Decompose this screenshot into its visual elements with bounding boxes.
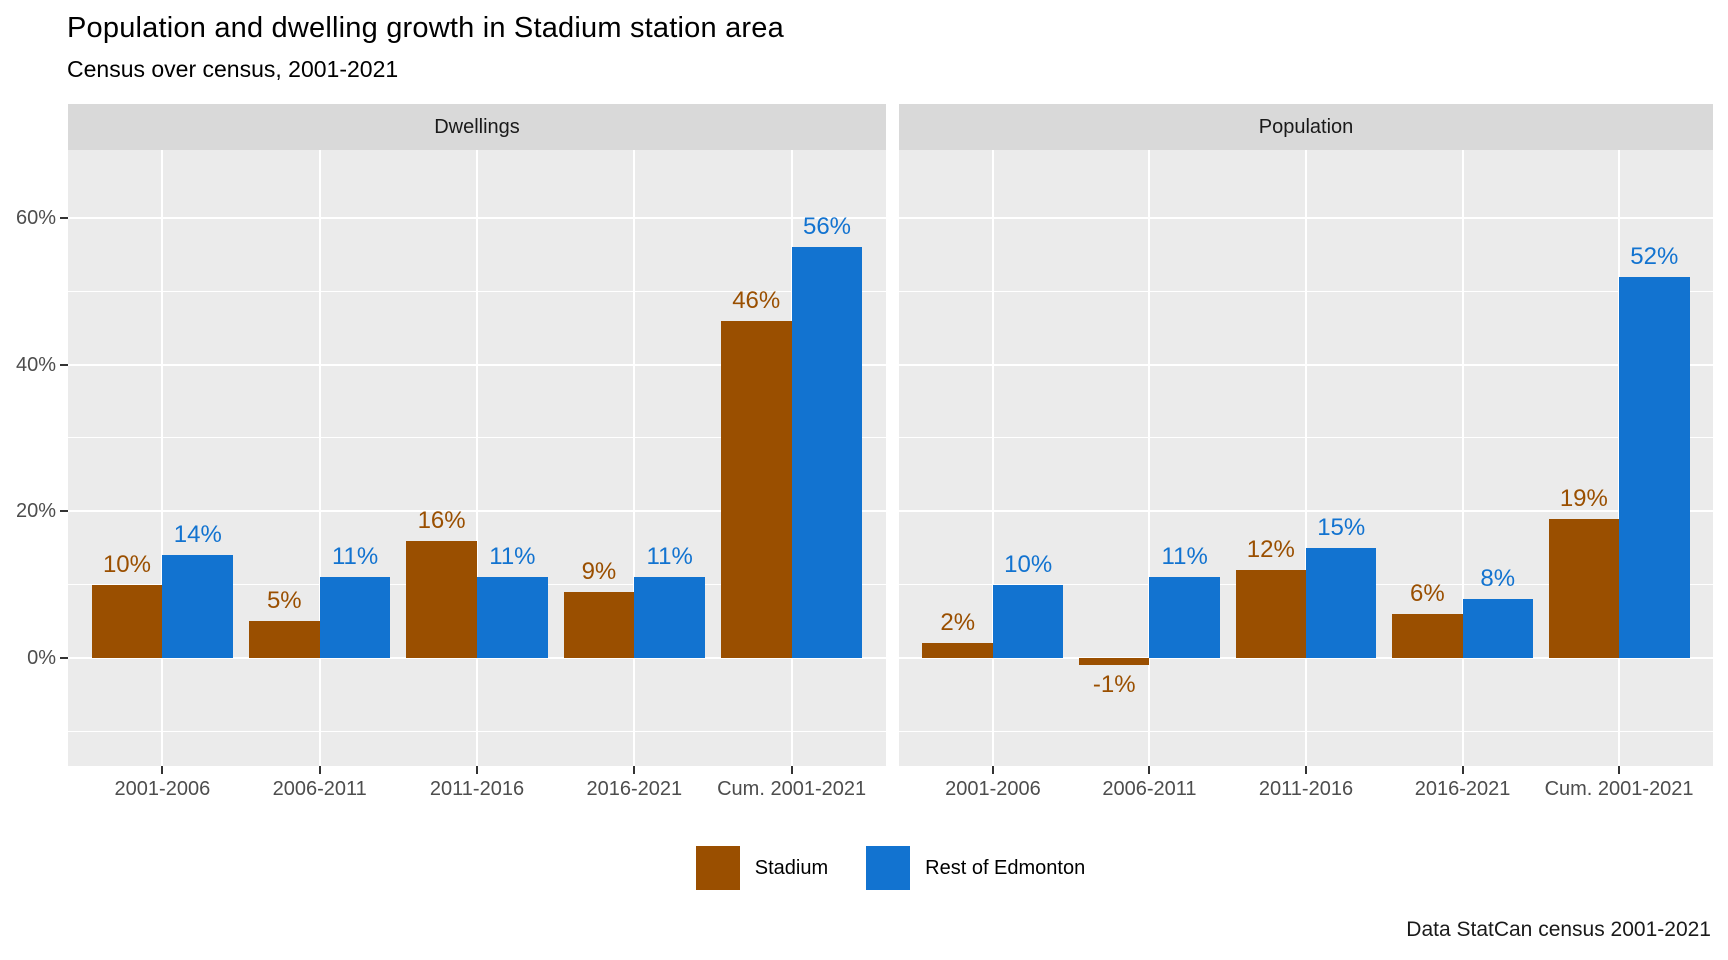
x-axis-tick: [991, 766, 994, 774]
legend-swatch-rest-of-edmonton: [866, 846, 911, 890]
bar-value-label: 10%: [102, 550, 152, 578]
x-axis-tick: [1461, 766, 1464, 774]
gridline-major-vertical: [1305, 150, 1307, 766]
bar-rest-of-edmonton: [1619, 276, 1690, 658]
bar-value-label: 46%: [732, 286, 781, 314]
y-axis-tick: [60, 363, 68, 366]
bar-rest-of-edmonton: [319, 577, 391, 658]
x-axis-tick: [633, 766, 636, 774]
x-axis-label: 2016-2021: [586, 778, 683, 800]
bar-rest-of-edmonton: [477, 577, 548, 658]
x-axis-tick: [318, 766, 321, 774]
bar-rest-of-edmonton: [162, 555, 234, 658]
bar-value-label: 56%: [802, 213, 852, 241]
y-axis-label: 0%: [27, 647, 56, 669]
bar-value-label: 15%: [1317, 513, 1366, 541]
panel-dwellings: 10% 5% 16% 9% 46% 14% 11% 11% 11% 56% 2001-2006 200…: [68, 150, 886, 800]
chart-title: Population and dwelling growth in Stadiu…: [67, 12, 784, 44]
bar-stadium: [1392, 613, 1463, 658]
bar-value-label: 16%: [417, 506, 466, 534]
gridline-major-vertical: [318, 150, 321, 766]
x-axis-label: 2011-2016: [1258, 778, 1354, 800]
bar-value-label: 11%: [489, 543, 536, 571]
bar-stadium: [720, 320, 792, 658]
bar-value-label: 9%: [581, 557, 617, 585]
bar-rest-of-edmonton: [1462, 599, 1533, 658]
x-axis-tick: [476, 766, 478, 774]
bar-value-label: 2%: [940, 609, 976, 637]
x-axis-tick: [1618, 766, 1621, 774]
x-axis-label: 2016-2021: [1414, 778, 1511, 800]
bar-stadium: [1548, 518, 1620, 658]
y-axis: 0% 20% 40% 60%: [0, 0, 68, 960]
bar-stadium: [248, 621, 320, 658]
bar-value-label: 52%: [1630, 242, 1679, 270]
bar-value-label: 11%: [646, 543, 693, 571]
x-axis-label: Cum. 2001-2021: [1544, 778, 1694, 800]
legend-item-rest-of-edmonton: Rest of Edmonton: [866, 846, 1085, 890]
y-axis-tick: [60, 657, 68, 659]
chart-subtitle: Census over census, 2001-2021: [67, 56, 399, 82]
x-axis-label: 2006-2011: [1102, 778, 1197, 800]
legend-label-rest-of-edmonton: Rest of Edmonton: [925, 856, 1086, 879]
facet-strip-label-dwellings: Dwellings: [434, 115, 520, 138]
y-axis-tick: [60, 510, 68, 513]
bar-stadium: [1079, 658, 1150, 666]
gridline-major-vertical: [161, 150, 164, 766]
gridline-major-vertical: [633, 150, 636, 766]
bar-rest-of-edmonton: [791, 247, 863, 658]
chart-caption: Data StatCan census 2001-2021: [1406, 918, 1711, 941]
bar-value-label: 10%: [1004, 550, 1053, 578]
y-axis-label: 60%: [15, 206, 56, 229]
bar-rest-of-edmonton: [634, 577, 706, 658]
bar-stadium: [91, 584, 163, 658]
bar-stadium: [922, 643, 993, 658]
x-axis-tick: [790, 766, 793, 774]
y-axis-tick: [60, 216, 68, 219]
bar-value-label: 5%: [266, 587, 302, 615]
legend-swatch-stadium: [695, 846, 740, 890]
bar-rest-of-edmonton: [1306, 547, 1377, 658]
bar-value-label: 11%: [1161, 543, 1208, 571]
bar-rest-of-edmonton: [992, 584, 1064, 658]
x-axis-label: 2006-2011: [272, 778, 367, 800]
bar-value-label: 8%: [1480, 565, 1516, 593]
x-axis-label: Cum. 2001-2021: [717, 778, 867, 800]
bar-value-label: -1%: [1092, 671, 1136, 699]
gridline-major-vertical: [1148, 150, 1151, 766]
bar-value-label: 14%: [173, 521, 222, 549]
legend: Stadium Rest of Edmonton: [68, 843, 1713, 893]
x-axis-tick: [161, 766, 164, 774]
bar-value-label: 6%: [1409, 579, 1445, 607]
y-axis-label: 40%: [15, 353, 56, 376]
facet-strip-population: Population: [899, 104, 1713, 150]
facet-strip-label-population: Population: [1258, 115, 1354, 138]
y-axis-label: 20%: [15, 500, 56, 523]
bar-stadium: [563, 591, 635, 658]
bar-stadium: [406, 540, 477, 658]
bar-value-label: 12%: [1246, 535, 1295, 563]
x-axis-tick: [1305, 766, 1307, 774]
bar-stadium: [1235, 569, 1306, 658]
gridline-major-vertical: [476, 150, 478, 766]
legend-label-stadium: Stadium: [754, 856, 829, 879]
legend-item-stadium: Stadium: [695, 846, 829, 890]
gridline-major-vertical: [1461, 150, 1464, 766]
bar-value-label: 11%: [331, 543, 379, 571]
gridline-major-vertical: [991, 150, 994, 766]
x-axis-tick: [1148, 766, 1151, 774]
facet-strip-dwellings: Dwellings: [68, 104, 886, 150]
x-axis-label: 2001-2006: [114, 778, 211, 800]
bar-value-label: 19%: [1559, 484, 1608, 512]
x-axis-label: 2011-2016: [429, 778, 525, 800]
bar-rest-of-edmonton: [1149, 577, 1220, 658]
x-axis-label: 2001-2006: [945, 778, 1041, 800]
panel-population: 2% -1% 12% 6% 19% 10% 11% 15% 8% 52% 2001-2006 2006…: [899, 150, 1713, 800]
